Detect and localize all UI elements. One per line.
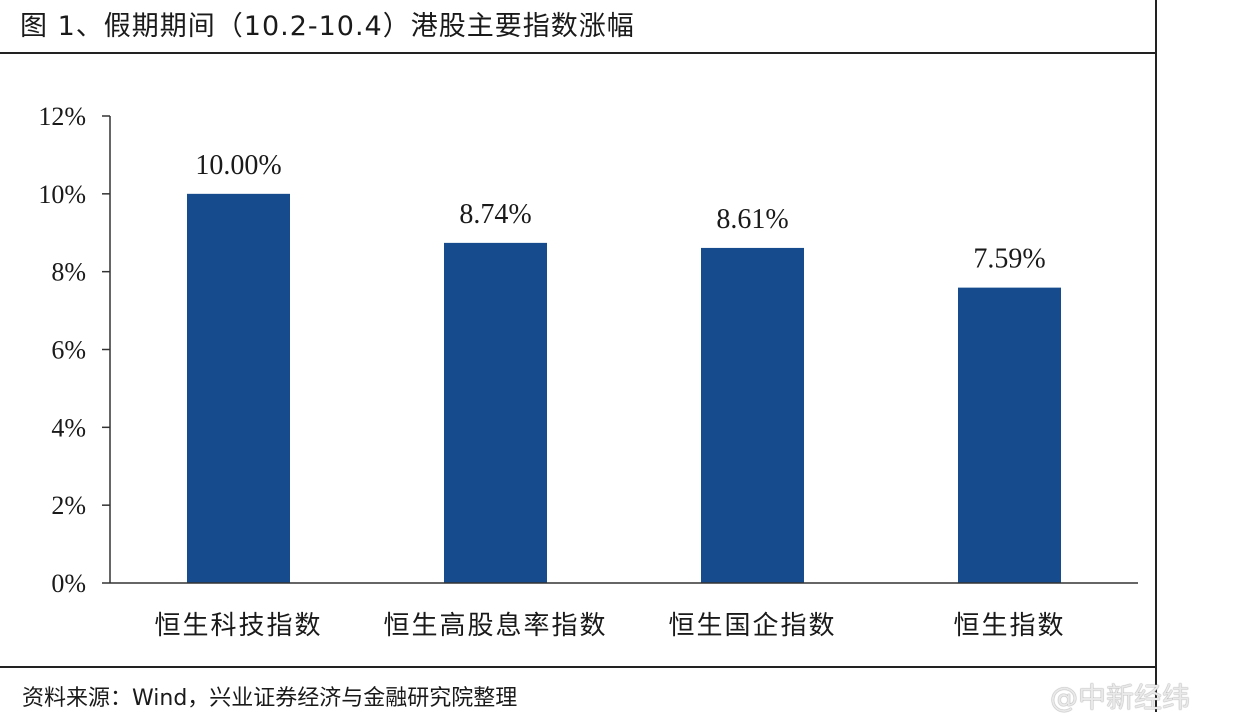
x-tick-label: 恒生高股息率指数	[383, 611, 607, 641]
y-axis: 0% 2% 4% 6% 8% 10% 12%	[38, 102, 111, 598]
source-note: 资料来源：Wind，兴业证券经济与金融研究院整理	[22, 686, 518, 711]
x-axis: 恒生科技指数 恒生高股息率指数 恒生国企指数 恒生指数	[110, 582, 1138, 641]
bar	[958, 287, 1061, 583]
bars: 10.00% 8.74% 8.61% 7.59%	[187, 150, 1061, 584]
y-tick-label: 2%	[51, 491, 86, 520]
y-tick-label: 8%	[51, 258, 86, 287]
y-tick-label: 12%	[38, 102, 86, 131]
x-tick-label: 恒生科技指数	[154, 611, 322, 641]
y-tick-label: 0%	[51, 569, 86, 598]
bar-chart: 0% 2% 4% 6% 8% 10% 12% 10.00% 8.74% 8.61% 7.59% 恒…	[38, 102, 1138, 641]
bar	[444, 242, 547, 583]
data-label: 7.59%	[973, 244, 1045, 275]
y-tick-label: 4%	[51, 413, 86, 442]
x-tick-label: 恒生国企指数	[668, 611, 836, 641]
data-label: 8.61%	[716, 204, 788, 235]
title-rule	[0, 52, 1156, 54]
y-tick-label: 10%	[38, 180, 86, 209]
data-label: 10.00%	[195, 150, 281, 181]
figure-title: 图 1、假期期间（10.2-10.4）港股主要指数涨幅	[20, 11, 635, 42]
bar	[187, 193, 290, 584]
bar	[701, 247, 804, 584]
frame-right-border	[1155, 0, 1157, 712]
source-rule	[0, 666, 1156, 668]
watermark: @中新经纬	[1050, 681, 1191, 714]
x-tick-label: 恒生指数	[953, 611, 1065, 641]
y-tick-label: 6%	[51, 336, 86, 365]
data-label: 8.74%	[459, 199, 531, 230]
